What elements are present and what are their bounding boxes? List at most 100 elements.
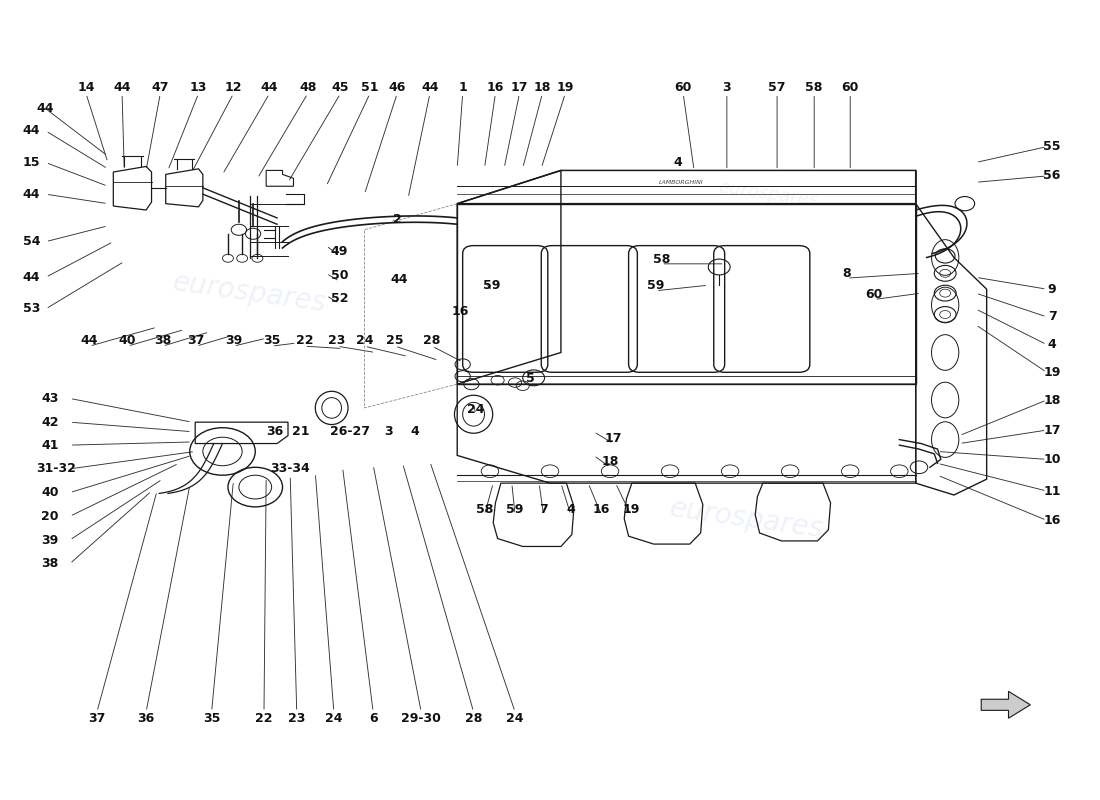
Text: 60: 60: [674, 81, 692, 94]
Text: eurospares: eurospares: [170, 269, 329, 318]
Text: 44: 44: [113, 81, 131, 94]
Text: 54: 54: [23, 235, 41, 248]
Text: 4: 4: [673, 156, 682, 169]
Text: 23: 23: [329, 334, 345, 347]
Text: 44: 44: [23, 124, 41, 138]
Text: 48: 48: [299, 81, 317, 94]
Text: 57: 57: [768, 81, 785, 94]
Text: 26-27: 26-27: [330, 425, 371, 438]
Text: 19: 19: [557, 81, 574, 94]
Text: 44: 44: [390, 273, 408, 286]
Text: 2: 2: [393, 213, 402, 226]
Text: 44: 44: [421, 81, 439, 94]
Text: 15: 15: [23, 156, 41, 169]
Text: 55: 55: [1044, 140, 1060, 153]
Text: 18: 18: [534, 81, 551, 94]
Text: 35: 35: [202, 712, 220, 725]
Text: 56: 56: [1044, 170, 1060, 182]
Text: 39: 39: [42, 534, 58, 546]
Text: 24: 24: [355, 334, 373, 347]
Text: 4: 4: [1048, 338, 1056, 351]
Text: 28: 28: [424, 334, 441, 347]
Text: 33-34: 33-34: [271, 462, 310, 475]
Text: 7: 7: [539, 502, 548, 516]
Text: 59: 59: [647, 278, 664, 292]
Text: 12: 12: [224, 81, 242, 94]
Text: eurospares: eurospares: [717, 178, 820, 210]
Text: 45: 45: [332, 81, 349, 94]
Text: 60: 60: [842, 81, 859, 94]
Text: 16: 16: [452, 305, 470, 318]
Polygon shape: [981, 691, 1031, 718]
Text: 28: 28: [465, 712, 482, 725]
Text: 39: 39: [224, 334, 242, 347]
Text: 17: 17: [510, 81, 528, 94]
Text: 51: 51: [361, 81, 378, 94]
Text: 58: 58: [476, 502, 493, 516]
Text: 16: 16: [1044, 514, 1060, 527]
Text: 22: 22: [255, 712, 273, 725]
Text: 17: 17: [1044, 423, 1060, 437]
Text: 60: 60: [866, 288, 883, 302]
Text: 58: 58: [652, 253, 670, 266]
Text: 18: 18: [1044, 394, 1060, 406]
Text: 40: 40: [119, 334, 136, 347]
Text: 23: 23: [288, 712, 306, 725]
Text: 49: 49: [331, 245, 348, 258]
Text: 38: 38: [42, 558, 58, 570]
Text: 4: 4: [566, 502, 575, 516]
Text: 3: 3: [723, 81, 732, 94]
Text: 37: 37: [88, 712, 106, 725]
Text: 58: 58: [805, 81, 823, 94]
Text: 21: 21: [293, 425, 310, 438]
Text: 16: 16: [593, 502, 611, 516]
Text: 59: 59: [484, 278, 500, 292]
Text: 9: 9: [1048, 282, 1056, 296]
Text: 38: 38: [154, 334, 172, 347]
Text: 36: 36: [266, 425, 284, 438]
Text: 19: 19: [1044, 366, 1060, 378]
Text: 16: 16: [486, 81, 504, 94]
Text: eurospares: eurospares: [668, 494, 825, 543]
Text: 22: 22: [296, 334, 314, 347]
Text: 1: 1: [459, 81, 468, 94]
Text: 43: 43: [42, 392, 58, 405]
Text: 14: 14: [77, 81, 95, 94]
Text: 31-32: 31-32: [36, 462, 77, 475]
Text: 11: 11: [1044, 485, 1060, 498]
Text: 47: 47: [152, 81, 169, 94]
Text: 24: 24: [326, 712, 342, 725]
Text: 7: 7: [1048, 310, 1056, 323]
Text: 36: 36: [138, 712, 155, 725]
Text: 5: 5: [526, 372, 535, 385]
Text: 44: 44: [80, 334, 98, 347]
Text: 35: 35: [263, 334, 280, 347]
Text: 44: 44: [23, 270, 41, 284]
Text: 19: 19: [623, 502, 639, 516]
Text: 3: 3: [384, 425, 393, 438]
Text: 10: 10: [1044, 453, 1060, 466]
Text: 37: 37: [188, 334, 205, 347]
Text: 40: 40: [42, 486, 58, 499]
Text: 13: 13: [190, 81, 207, 94]
Text: 53: 53: [23, 302, 40, 315]
Text: 52: 52: [331, 292, 348, 305]
Text: 29-30: 29-30: [402, 712, 441, 725]
Text: 41: 41: [42, 438, 58, 452]
Text: 8: 8: [843, 267, 851, 280]
Text: 17: 17: [605, 431, 623, 445]
Text: 6: 6: [368, 712, 377, 725]
Text: 50: 50: [331, 270, 348, 282]
Text: 44: 44: [23, 188, 41, 201]
Text: 42: 42: [42, 416, 58, 429]
Text: LAMBORGHINI: LAMBORGHINI: [659, 180, 703, 185]
Text: 20: 20: [42, 510, 58, 523]
Text: 4: 4: [410, 425, 419, 438]
Text: 44: 44: [37, 102, 54, 115]
Text: 25: 25: [386, 334, 404, 347]
Text: 44: 44: [261, 81, 278, 94]
Text: 18: 18: [602, 455, 618, 468]
Text: 24: 24: [506, 712, 524, 725]
Text: 46: 46: [388, 81, 406, 94]
Text: 59: 59: [506, 502, 524, 516]
